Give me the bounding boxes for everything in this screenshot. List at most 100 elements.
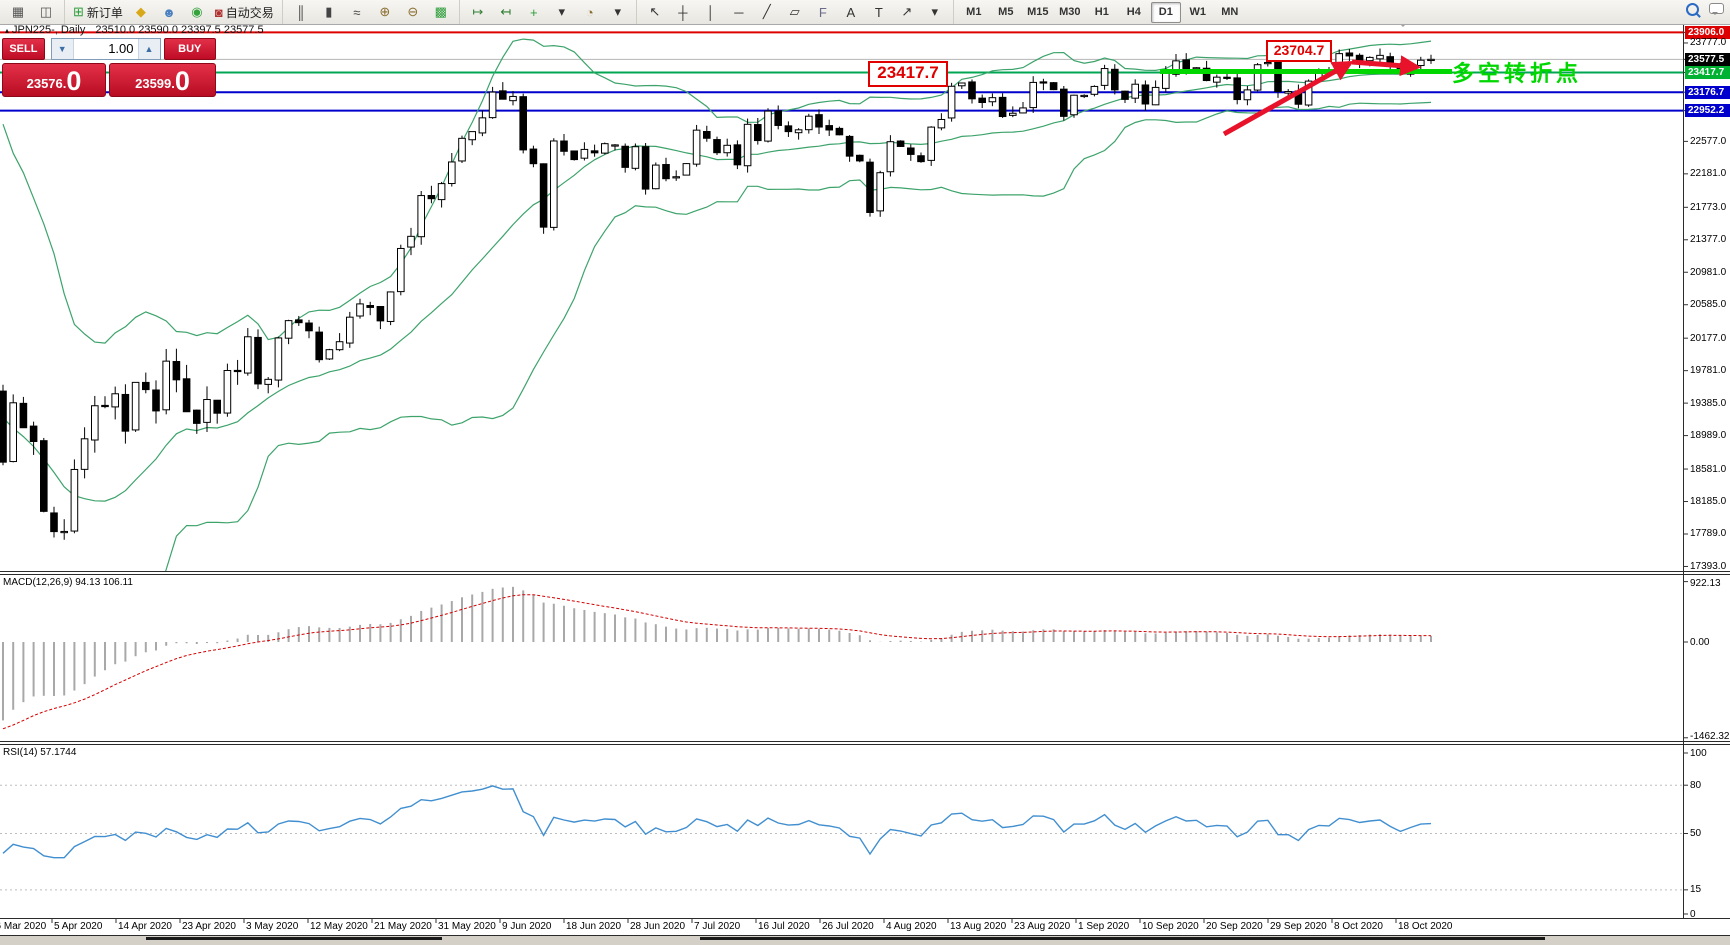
periods-caret-icon[interactable]: ▾ bbox=[605, 2, 631, 23]
indicators-icon[interactable]: + bbox=[521, 2, 547, 23]
vertical-line-icon[interactable]: │ bbox=[698, 2, 724, 23]
support-level-label[interactable]: 23417.7 bbox=[868, 61, 948, 87]
autotrading-icon[interactable]: ◙ 自动交易 bbox=[212, 2, 277, 23]
date-tick-label: 7 Jul 2020 bbox=[694, 921, 741, 932]
volume-increase-button[interactable]: ▲ bbox=[137, 39, 160, 59]
cursor-icon[interactable]: ↖ bbox=[642, 2, 668, 23]
date-tick-label: 29 Sep 2020 bbox=[1270, 921, 1327, 932]
date-tick-label: 18 Jun 2020 bbox=[566, 921, 622, 932]
horizontal-line-icon[interactable]: ─ bbox=[726, 2, 752, 23]
resistance-level-label[interactable]: 23704.7 bbox=[1266, 40, 1332, 62]
volume-decrease-button[interactable]: ▼ bbox=[51, 39, 74, 59]
price-tick-label: 0.00 bbox=[1690, 636, 1710, 648]
date-tick-label: 9 Jun 2020 bbox=[502, 921, 552, 932]
auto-scroll-icon[interactable]: ↦ bbox=[465, 2, 491, 23]
new-chart-icon[interactable]: ▦ bbox=[5, 2, 31, 23]
date-tick-label: 31 May 2020 bbox=[438, 921, 496, 932]
tile-windows-icon[interactable]: ▩ bbox=[428, 2, 454, 23]
date-tick-label: 12 May 2020 bbox=[310, 921, 368, 932]
price-tick-label: 22181.0 bbox=[1690, 168, 1727, 180]
price-badge: 23577.5 bbox=[1685, 52, 1730, 66]
bar-chart-icon[interactable]: ║ bbox=[288, 2, 314, 23]
turning-point-note[interactable]: 多空转折点 bbox=[1452, 61, 1583, 86]
price-tick-label: 18185.0 bbox=[1690, 496, 1727, 508]
sell-button[interactable]: SELL bbox=[2, 38, 45, 60]
chat-icon[interactable] bbox=[1709, 3, 1724, 15]
vertical-line-icon: │ bbox=[706, 4, 715, 20]
metaeditor-icon[interactable]: ◆ bbox=[128, 2, 154, 23]
crosshair-icon[interactable]: ┼ bbox=[670, 2, 696, 23]
search-icon[interactable] bbox=[1686, 3, 1699, 16]
tf-m30: M30 bbox=[1059, 6, 1081, 18]
tf-m15[interactable]: M15 bbox=[1023, 2, 1053, 23]
price-tick-label: 20585.0 bbox=[1690, 299, 1727, 311]
toolbar-group-line-studies: ↖ ┼ │ ─ ╱ ▱ F A T ↗ ▾ bbox=[635, 0, 953, 24]
tf-h1: H1 bbox=[1094, 6, 1109, 18]
candlestick-icon[interactable]: ▮ bbox=[316, 2, 342, 23]
line-chart-icon[interactable]: ≈ bbox=[344, 2, 370, 23]
date-tick-label: 18 Oct 2020 bbox=[1398, 921, 1453, 932]
price-tick-label: 0 bbox=[1690, 908, 1696, 920]
channel-icon[interactable]: ▱ bbox=[782, 2, 808, 23]
price-tick-label: 18581.0 bbox=[1690, 463, 1727, 475]
trendline-icon[interactable]: ╱ bbox=[754, 2, 780, 23]
tf-m15: M15 bbox=[1027, 6, 1049, 18]
periods-icon[interactable]: ◔ bbox=[577, 2, 603, 23]
bar-chart-icon: ║ bbox=[296, 4, 306, 20]
arrows-caret-icon[interactable]: ▾ bbox=[922, 2, 948, 23]
tf-d1[interactable]: D1 bbox=[1150, 1, 1181, 23]
volume-input[interactable]: 1.00 bbox=[108, 41, 134, 56]
trendline-icon: ╱ bbox=[762, 4, 771, 19]
price-tick-label: 17789.0 bbox=[1690, 528, 1727, 540]
tf-m5[interactable]: M5 bbox=[991, 2, 1021, 23]
new-order-icon[interactable]: ⊞ 新订单 bbox=[70, 2, 126, 23]
line-chart-icon: ≈ bbox=[353, 4, 361, 20]
chart-shift-icon[interactable]: ↤ bbox=[493, 2, 519, 23]
window-edge-segment bbox=[700, 937, 1545, 940]
date-tick-label: 28 Jun 2020 bbox=[630, 921, 686, 932]
auto-scroll-icon: ↦ bbox=[472, 4, 484, 19]
autotrading-icon-label: 自动交易 bbox=[225, 5, 274, 20]
fibonacci-icon: F bbox=[818, 4, 827, 20]
tf-w1[interactable]: W1 bbox=[1183, 2, 1213, 23]
symbol-name: JPN225-, Daily bbox=[12, 24, 86, 36]
buy-price-button[interactable]: 23599. 0 bbox=[109, 63, 216, 97]
preview-icon[interactable]: ◫ bbox=[33, 2, 59, 23]
buy-button[interactable]: BUY bbox=[163, 38, 216, 60]
new-chart-icon: ▦ bbox=[11, 4, 25, 19]
zoom-in-icon[interactable]: ⊕ bbox=[372, 2, 398, 23]
fibonacci-icon[interactable]: F bbox=[810, 2, 836, 23]
date-tick-label: 3 May 2020 bbox=[246, 921, 299, 932]
tf-m30[interactable]: M30 bbox=[1055, 2, 1085, 23]
signals-icon[interactable]: ◉ bbox=[184, 2, 210, 23]
tf-h4[interactable]: H4 bbox=[1119, 2, 1149, 23]
price-tick-label: 21377.0 bbox=[1690, 234, 1727, 246]
symbol-header: ▴ JPN225-, Daily 23510.0 23590.0 23397.5 2… bbox=[5, 24, 264, 36]
date-tick-label: 23 Aug 2020 bbox=[1014, 921, 1071, 932]
indicators-caret-icon[interactable]: ▾ bbox=[549, 2, 575, 23]
tf-mn[interactable]: MN bbox=[1215, 2, 1245, 23]
macd-label: MACD(12,26,9) 94.13 106.11 bbox=[3, 577, 133, 588]
text-icon: A bbox=[846, 4, 856, 20]
volume-spinner: ▼ 1.00 ▲ bbox=[50, 38, 161, 60]
tf-m1: M1 bbox=[966, 6, 982, 18]
tf-m1[interactable]: M1 bbox=[959, 2, 989, 23]
toolbar-group-scroll: ↦ ↤ + ▾ ◔ ▾ bbox=[458, 0, 636, 24]
navigator-icon[interactable]: ☻ bbox=[156, 2, 182, 23]
window-edge-segment bbox=[146, 937, 442, 940]
buy-price-small: 23599. bbox=[135, 76, 175, 91]
text-icon[interactable]: A bbox=[838, 2, 864, 23]
price-tick-label: 20981.0 bbox=[1690, 266, 1727, 278]
zoom-out-icon[interactable]: ⊖ bbox=[400, 2, 426, 23]
zoom-in-icon: ⊕ bbox=[379, 4, 391, 19]
toolbar-group-trade: ⊞ 新订单 ◆ ☻ ◉ ◙ 自动交易 bbox=[64, 0, 282, 24]
date-tick-label: 4 Aug 2020 bbox=[886, 921, 937, 932]
label-icon[interactable]: T bbox=[866, 2, 892, 23]
bottom-window-edge bbox=[0, 936, 1730, 945]
tile-windows-icon: ▩ bbox=[434, 4, 447, 19]
tf-h1[interactable]: H1 bbox=[1087, 2, 1117, 23]
oneclick-collapse-icon[interactable]: ▴ bbox=[5, 26, 10, 35]
arrows-icon[interactable]: ↗ bbox=[894, 2, 920, 23]
sell-price-button[interactable]: 23576. 0 bbox=[2, 63, 107, 97]
crosshair-icon: ┼ bbox=[678, 4, 688, 20]
